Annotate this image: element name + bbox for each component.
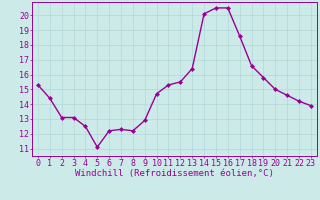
X-axis label: Windchill (Refroidissement éolien,°C): Windchill (Refroidissement éolien,°C) bbox=[75, 169, 274, 178]
